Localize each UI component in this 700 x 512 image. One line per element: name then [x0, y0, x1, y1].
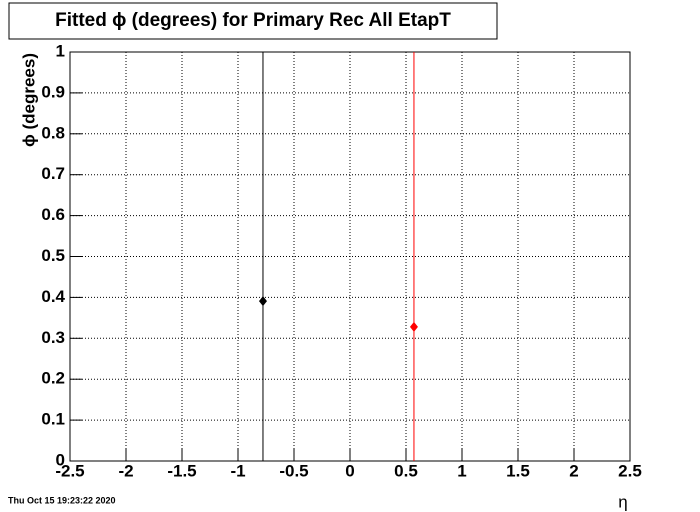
y-tick-label: 0.5 — [41, 246, 65, 265]
y-tick-label: 0.9 — [41, 82, 65, 101]
x-tick-label: 0 — [345, 461, 354, 480]
y-tick-label: 0.1 — [41, 410, 65, 429]
timestamp: Thu Oct 15 19:23:22 2020 — [8, 495, 116, 505]
y-tick-label: 0 — [56, 450, 65, 469]
y-axis-label: ϕ (degrees) — [19, 53, 38, 147]
x-tick-label: 1 — [457, 461, 466, 480]
x-tick-label: -0.5 — [279, 461, 308, 480]
x-tick-label: -2.5 — [55, 461, 84, 480]
y-tick-label: 0.4 — [41, 287, 65, 306]
x-tick-label: 0.5 — [394, 461, 418, 480]
x-tick-label: -1 — [230, 461, 245, 480]
x-axis-label: η — [618, 492, 627, 511]
x-tick-label: 2.5 — [618, 461, 642, 480]
x-tick-label: -1.5 — [167, 461, 196, 480]
x-tick-label: 2 — [569, 461, 578, 480]
x-tick-label: -2 — [118, 461, 133, 480]
y-tick-label: 1 — [56, 41, 65, 60]
chart-title: Fitted ϕ (degrees) for Primary Rec All E… — [55, 10, 451, 31]
data-point — [258, 296, 267, 307]
title-box — [8, 2, 498, 40]
data-point — [409, 321, 418, 332]
y-tick-label: 0.2 — [41, 369, 65, 388]
y-tick-label: 0.3 — [41, 328, 65, 347]
x-tick-label: 1.5 — [506, 461, 530, 480]
plot-frame — [69, 51, 631, 462]
y-tick-label: 0.7 — [41, 164, 65, 183]
y-tick-label: 0.8 — [41, 123, 65, 142]
y-tick-label: 0.6 — [41, 205, 65, 224]
